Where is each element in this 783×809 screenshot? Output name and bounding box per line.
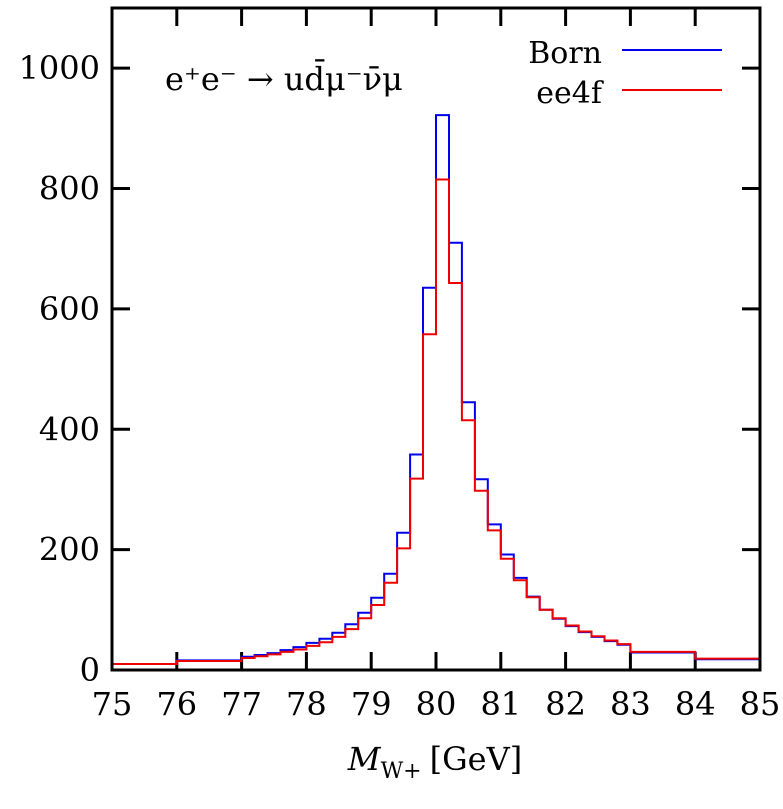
x-axis-unit: [GeV] <box>430 740 523 778</box>
x-tick-label: 77 <box>221 685 262 723</box>
legend-label-born: Born <box>528 36 602 71</box>
legend-label-ee4f: ee4f <box>536 76 604 111</box>
x-axis-subscript: W+ <box>381 759 422 784</box>
x-tick-label: 78 <box>286 685 327 723</box>
x-tick-label: 82 <box>545 685 586 723</box>
series-ee4f-line <box>112 178 760 665</box>
legend-entry-ee4f: ee4f <box>536 76 722 111</box>
x-axis-title: MW+ [GeV] <box>347 740 522 784</box>
y-tick-label: 0 <box>80 651 100 689</box>
x-tick-label: 81 <box>480 685 521 723</box>
x-axis-symbol: M <box>347 740 382 778</box>
legend-entry-born: Born <box>528 36 722 71</box>
x-tick-label: 76 <box>156 685 197 723</box>
x-tick-label: 75 <box>92 685 133 723</box>
y-tick-label: 400 <box>39 410 100 448</box>
legend: Born ee4f <box>528 36 722 111</box>
tick-labels: 75 76 77 78 79 80 81 82 83 84 85 0 200 400 600 800 1000 <box>19 49 781 723</box>
x-tick-label: 83 <box>610 685 651 723</box>
x-tick-label: 85 <box>740 685 781 723</box>
y-tick-label: 1000 <box>19 49 100 87</box>
x-tick-label: 84 <box>675 685 716 723</box>
x-tick-label: 80 <box>416 685 457 723</box>
x-tick-label: 79 <box>351 685 392 723</box>
series-layer <box>112 114 760 665</box>
process-annotation: e⁺e⁻ → ud̄μ⁻ν̄μ <box>165 59 403 98</box>
y-tick-label: 600 <box>39 290 100 328</box>
y-tick-label: 200 <box>39 531 100 569</box>
plot-frame <box>110 6 762 672</box>
axis-ticks <box>110 8 762 672</box>
y-tick-label: 800 <box>39 170 100 208</box>
